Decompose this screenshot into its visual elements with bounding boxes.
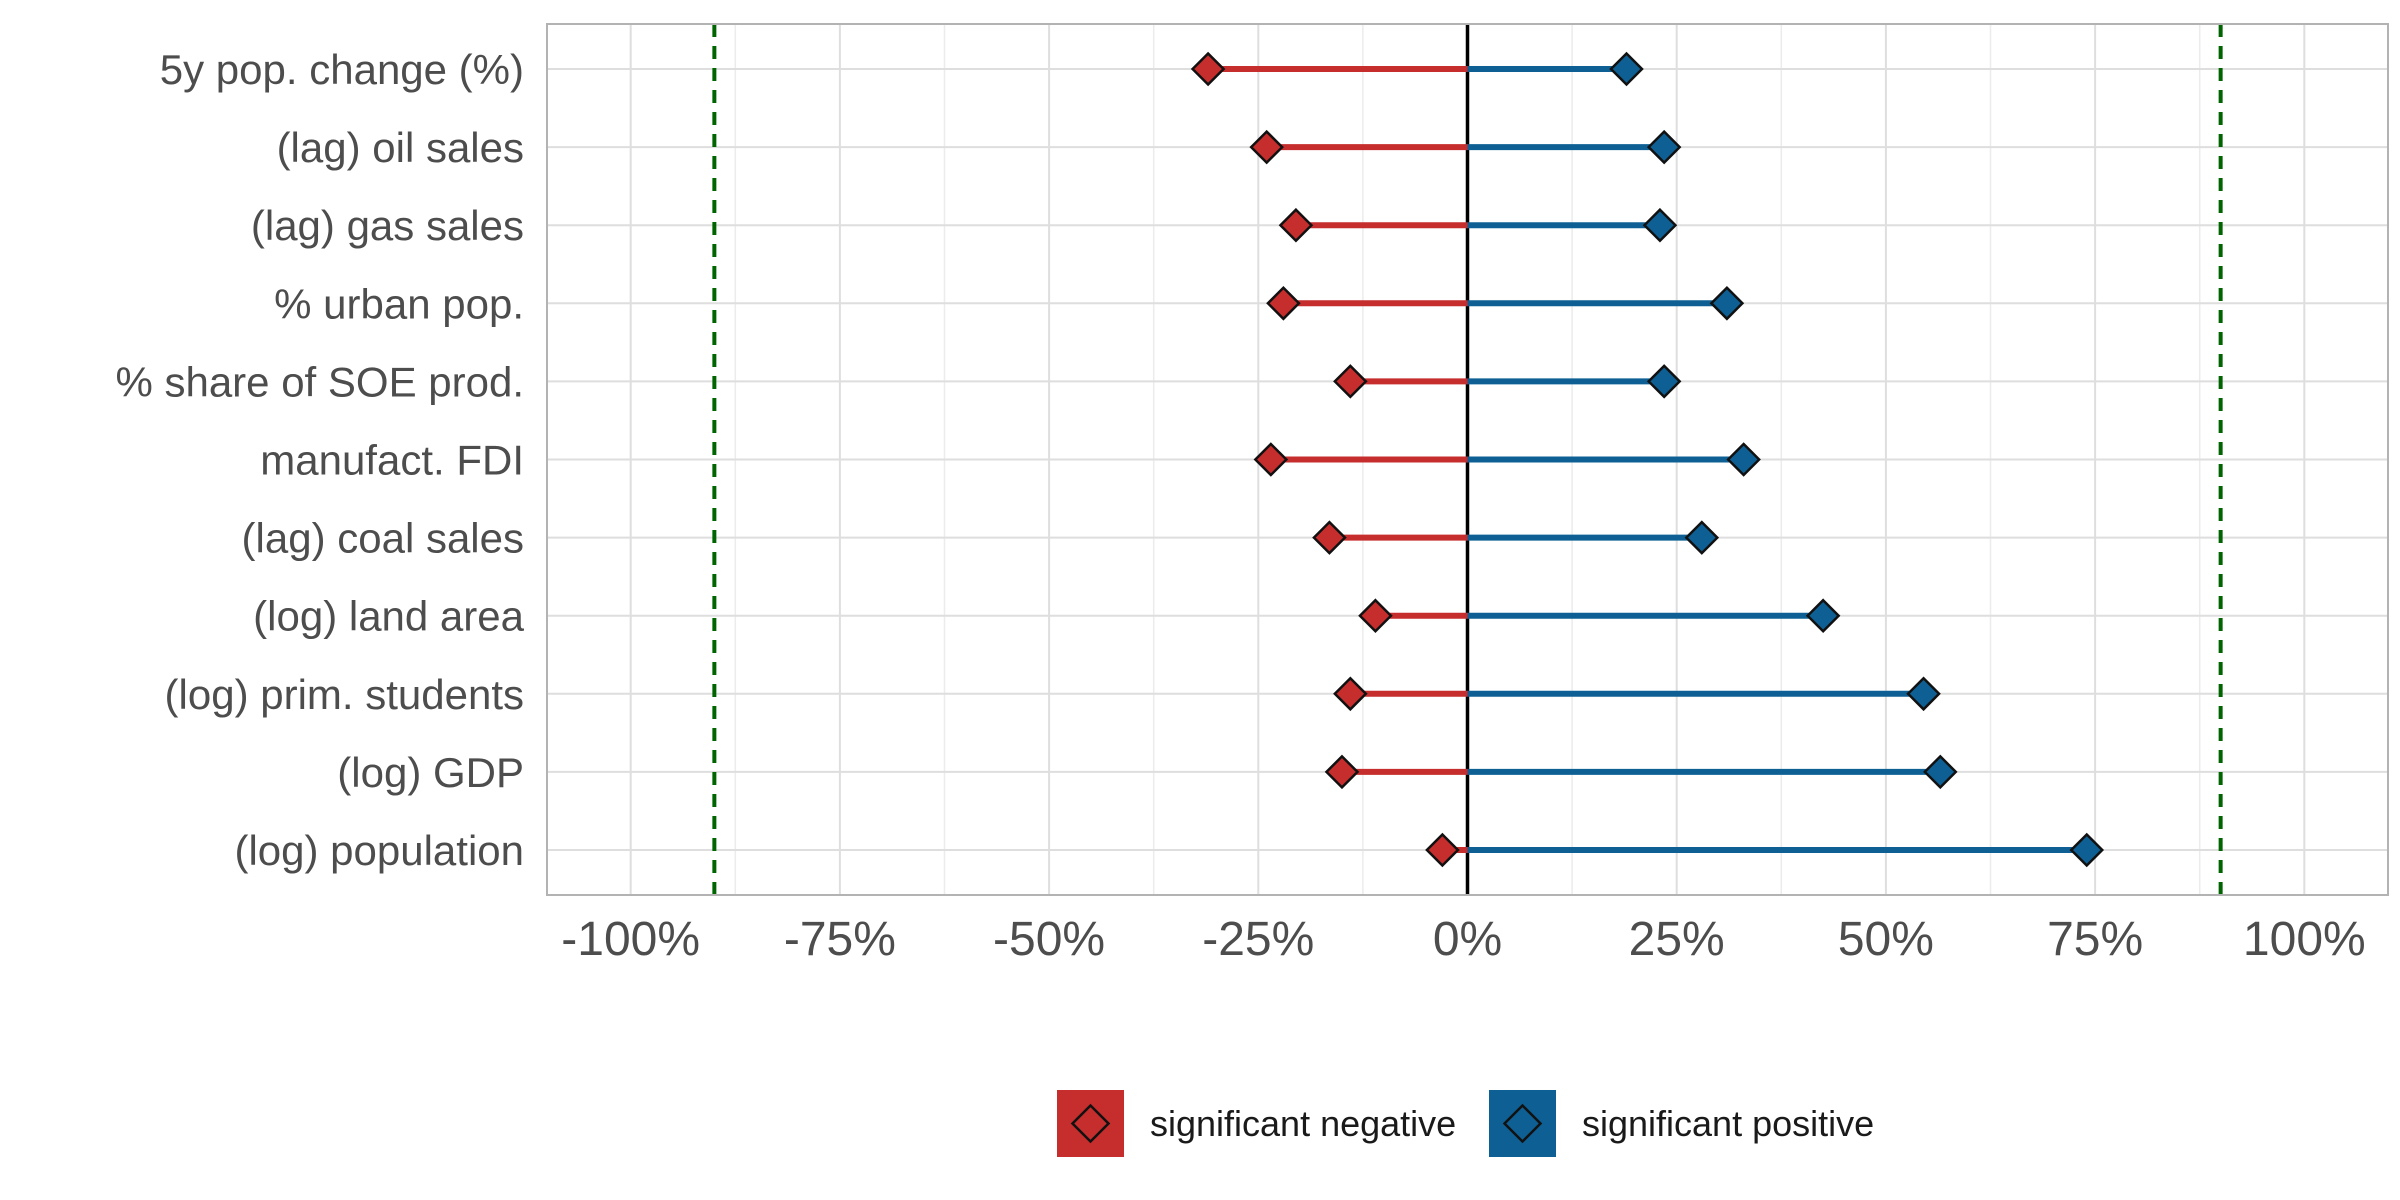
data-point [1684, 520, 1720, 555]
data-point [2069, 832, 2105, 868]
y-tick-label: (lag) oil sales [277, 124, 524, 171]
y-axis-labels: 5y pop. change (%) (lag) oil sales (lag) g… [115, 46, 524, 874]
legend-item: significant positive [1489, 1090, 1874, 1157]
points [1190, 51, 2105, 868]
x-tick-label: 100% [2243, 913, 2366, 966]
legend-label: significant negative [1150, 1103, 1456, 1144]
legend: significant negative significant positive [1057, 1090, 1874, 1157]
x-tick-label: 50% [1838, 913, 1934, 966]
data-point [1642, 207, 1678, 243]
legend-key [1489, 1090, 1556, 1157]
x-tick-label: -100% [561, 913, 700, 966]
y-tick-label: % share of SOE prod. [115, 358, 524, 405]
x-tick-label: 25% [1629, 913, 1725, 966]
data-point [1923, 754, 1958, 790]
y-tick-label: (lag) gas sales [251, 202, 524, 249]
legend-diamond [1070, 1103, 1111, 1144]
data-point [1190, 51, 1226, 87]
data-point [1324, 754, 1360, 790]
y-tick-label: (log) prim. students [165, 671, 524, 718]
data-point [1709, 286, 1745, 321]
panel-border [546, 23, 2389, 896]
y-tick-label: (lag) coal sales [242, 515, 524, 562]
x-tick-label: -25% [1202, 913, 1314, 966]
y-tick-label: manufact. FDI [260, 437, 524, 484]
x-tick-label: -75% [784, 913, 896, 966]
data-point [1609, 51, 1644, 87]
data-point [1278, 207, 1314, 243]
legend-label: significant positive [1582, 1103, 1874, 1144]
data-point [1726, 442, 1761, 477]
y-tick-label: (log) population [234, 827, 524, 874]
y-tick-label: (log) GDP [337, 749, 524, 796]
data-point [1646, 364, 1682, 399]
data-point [1333, 364, 1368, 399]
y-tick-label: (log) land area [253, 593, 524, 640]
x-axis-labels: -100% -75% -50% -25% 0% 25% 50% 75% 100% [561, 913, 2365, 966]
data-point [1646, 129, 1682, 165]
data-point [1333, 676, 1368, 712]
y-tick-label: 5y pop. change (%) [160, 46, 524, 93]
legend-diamond [1502, 1103, 1543, 1144]
legend-key [1057, 1090, 1124, 1157]
segments [1208, 66, 2087, 853]
x-tick-label: 0% [1433, 913, 1502, 966]
x-tick-label: 75% [2047, 913, 2143, 966]
data-point [1805, 598, 1841, 633]
data-point [1266, 286, 1301, 321]
data-point [1906, 676, 1941, 712]
x-tick-label: -50% [993, 913, 1105, 966]
data-point [1253, 442, 1289, 477]
data-point [1425, 832, 1460, 868]
data-point [1358, 598, 1393, 633]
y-tick-label: % urban pop. [274, 280, 524, 327]
data-point [1249, 129, 1284, 165]
data-point [1312, 520, 1347, 555]
legend-item: significant negative [1057, 1090, 1456, 1157]
